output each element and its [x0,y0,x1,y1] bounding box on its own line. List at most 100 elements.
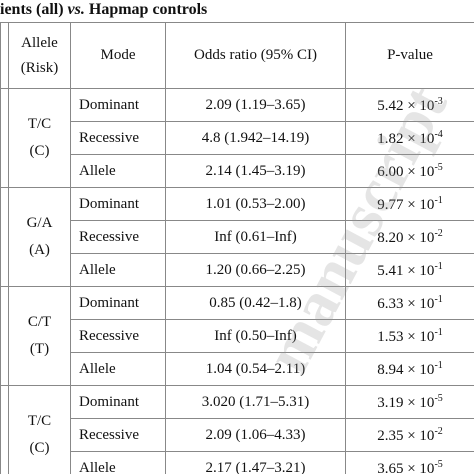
p-cell: 8.20 × 10-2 [345,220,474,254]
table-body: T/C (C) Dominant 2.09 (1.19–3.65) 5.42 × 10-… [0,88,474,474]
title-text: Hapmap controls [84,1,208,18]
row: Recessive Inf (0.61–Inf) 8.20 × 10-2 [1,220,474,254]
row: Allele 2.14 (1.45–3.19) 6.00 × 10-5 [1,154,474,188]
or-cell: Inf (0.61–Inf) [165,220,346,254]
row: Allele 1.20 (0.66–2.25) 5.41 × 10-1 [1,253,474,287]
p-exponent: -1 [434,260,443,272]
row: Recessive 2.09 (1.06–4.33) 2.35 × 10-2 [1,418,474,452]
row: T/C (C) Dominant 3.020 (1.71–5.31) 3.19 × 10… [0,385,474,474]
or-cell: 1.04 (0.54–2.11) [165,352,346,386]
p-value: 5.42 × 10 [377,97,435,114]
mode-cell: Dominant [70,385,166,419]
p-value: 5.41 × 10 [377,262,435,279]
mode-cell: Allele [70,352,166,386]
p-value: 9.77 × 10 [377,196,435,213]
mode-cell: Recessive [70,220,166,254]
p-value: 8.20 × 10 [377,229,435,246]
p-exponent: -5 [434,392,443,404]
row: C/T (T) Dominant 0.85 (0.42–1.8) 6.33 × 10-1 [0,286,474,386]
p-exponent: -1 [434,293,443,305]
header-cell: Allele (Risk) [8,22,71,89]
p-cell: 6.00 × 10-5 [345,154,474,188]
allele-cell: T/C (C) [8,385,71,474]
p-value: 2.35 × 10 [377,427,435,444]
mode-cell: Allele [70,451,166,474]
header-cell: Mode [70,22,166,89]
mode-cell: Recessive [70,319,166,353]
p-value: 1.82 × 10 [377,130,435,147]
cell [0,187,9,287]
p-exponent: -5 [434,161,443,173]
header-text: Allele [21,34,58,51]
p-exponent: -1 [434,326,443,338]
header-cell [0,22,9,89]
title: ients (all) vs. Hapmap controls [0,0,207,20]
header-text: (Risk) [20,59,59,76]
risk: (A) [29,242,50,258]
header-cell: P-value [345,22,474,89]
or-cell: 2.09 (1.06–4.33) [165,418,346,452]
cell [0,286,9,386]
p-exponent: -1 [434,194,443,206]
mode-cell: Dominant [70,88,166,122]
row: Recessive 4.8 (1.942–14.19) 1.82 × 10-4 [1,121,474,155]
cell [0,385,9,474]
p-cell: 6.33 × 10-1 [345,286,474,320]
mode-cell: Allele [70,253,166,287]
or-cell: Inf (0.50–Inf) [165,319,346,353]
allele: T/C [27,413,52,429]
p-cell: 2.35 × 10-2 [345,418,474,452]
or-cell: 0.85 (0.42–1.8) [165,286,346,320]
p-cell: 1.82 × 10-4 [345,121,474,155]
p-value: 8.94 × 10 [377,361,435,378]
risk: (T) [29,341,50,357]
p-cell: 5.42 × 10-3 [345,88,474,122]
p-exponent: -2 [434,425,443,437]
header-row: Allele (Risk) Mode Odds ratio (95% CI) P-… [0,22,474,89]
allele-cell: G/A (A) [8,187,71,287]
allele: G/A [26,215,53,231]
p-value: 6.33 × 10 [377,295,435,312]
title-italic: vs. [67,1,85,18]
mode-cell: Recessive [70,121,166,155]
or-cell: 2.09 (1.19–3.65) [165,88,346,122]
p-value: 1.53 × 10 [377,328,435,345]
p-cell: 3.19 × 10-5 [345,385,474,419]
p-cell: 1.53 × 10-1 [345,319,474,353]
allele-cell: C/T (T) [8,286,71,386]
mode-cell: Allele [70,154,166,188]
p-value: 3.65 × 10 [377,460,435,474]
p-cell: 5.41 × 10-1 [345,253,474,287]
risk: (C) [29,143,50,159]
mode-cell: Recessive [70,418,166,452]
p-value: 6.00 × 10 [377,163,435,180]
allele: T/C [27,116,52,132]
row: T/C (C) Dominant 2.09 (1.19–3.65) 5.42 × 10-… [0,88,474,188]
table: Allele (Risk) Mode Odds ratio (95% CI) P-… [0,22,474,474]
or-cell: 3.020 (1.71–5.31) [165,385,346,419]
header-cell: Odds ratio (95% CI) [165,22,346,89]
or-cell: 4.8 (1.942–14.19) [165,121,346,155]
row: Allele 1.04 (0.54–2.11) 8.94 × 10-1 [1,352,474,386]
p-exponent: -4 [434,128,443,140]
p-cell: 8.94 × 10-1 [345,352,474,386]
p-cell: 3.65 × 10-5 [345,451,474,474]
mode-cell: Dominant [70,187,166,221]
or-cell: 1.01 (0.53–2.00) [165,187,346,221]
p-cell: 9.77 × 10-1 [345,187,474,221]
cell [0,88,9,188]
p-value: 3.19 × 10 [377,394,435,411]
p-exponent: -3 [434,95,443,107]
mode-cell: Dominant [70,286,166,320]
allele: C/T [27,314,52,330]
or-cell: 1.20 (0.66–2.25) [165,253,346,287]
or-cell: 2.17 (1.47–3.21) [165,451,346,474]
row: Allele 2.17 (1.47–3.21) 3.65 × 10-5 [1,451,474,474]
p-exponent: -5 [434,458,443,470]
allele-cell: T/C (C) [8,88,71,188]
or-cell: 2.14 (1.45–3.19) [165,154,346,188]
p-exponent: -1 [434,359,443,371]
row: G/A (A) Dominant 1.01 (0.53–2.00) 9.77 × 10-… [0,187,474,287]
p-exponent: -2 [434,227,443,239]
